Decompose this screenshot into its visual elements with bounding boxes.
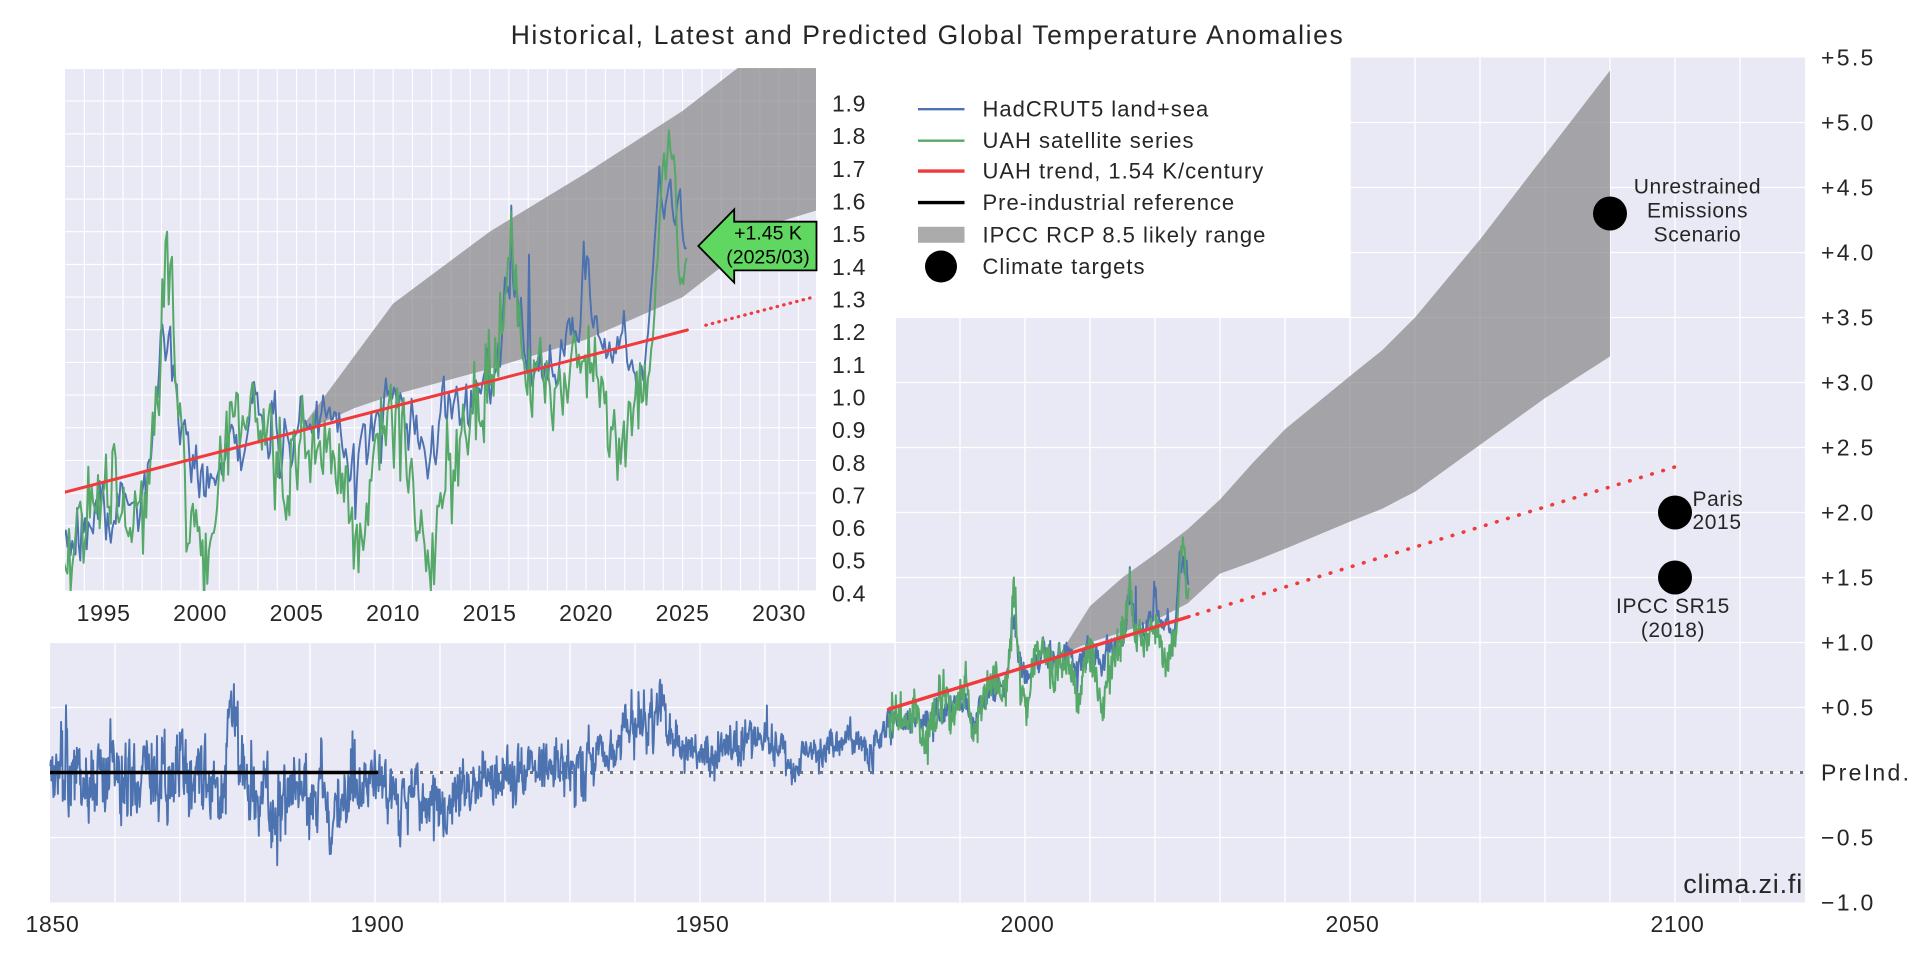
svg-text:1995: 1995 [77, 600, 131, 626]
svg-text:+5.5: +5.5 [1821, 45, 1876, 71]
svg-text:2020: 2020 [559, 600, 613, 626]
svg-text:+0.5: +0.5 [1821, 695, 1876, 721]
svg-text:Emissions: Emissions [1647, 200, 1748, 223]
svg-text:1.8: 1.8 [832, 123, 866, 149]
svg-text:+4.0: +4.0 [1821, 240, 1876, 266]
svg-text:Paris: Paris [1693, 488, 1744, 511]
svg-text:+3.5: +3.5 [1821, 305, 1876, 331]
svg-text:2000: 2000 [173, 600, 227, 626]
svg-text:0.5: 0.5 [832, 548, 866, 574]
svg-text:1.3: 1.3 [832, 287, 866, 313]
svg-text:−1.0: −1.0 [1821, 890, 1876, 916]
svg-text:0.8: 0.8 [832, 450, 866, 476]
svg-text:1.5: 1.5 [832, 221, 866, 247]
svg-text:0.7: 0.7 [832, 482, 866, 508]
svg-text:+2.5: +2.5 [1821, 435, 1876, 461]
svg-text:1850: 1850 [26, 911, 80, 937]
svg-text:1.4: 1.4 [832, 254, 866, 280]
svg-text:1.7: 1.7 [832, 156, 866, 182]
svg-text:2030: 2030 [752, 600, 806, 626]
svg-text:Climate targets: Climate targets [983, 254, 1146, 279]
svg-text:IPCC RCP 8.5 likely range: IPCC RCP 8.5 likely range [983, 222, 1267, 247]
svg-text:UAH satellite series: UAH satellite series [983, 128, 1195, 153]
svg-text:+3.0: +3.0 [1821, 370, 1876, 396]
svg-text:1950: 1950 [676, 911, 730, 937]
svg-text:Historical, Latest and Predict: Historical, Latest and Predicted Global … [511, 20, 1345, 50]
svg-text:PreInd.: PreInd. [1821, 760, 1911, 786]
svg-text:0.6: 0.6 [832, 515, 866, 541]
svg-text:clima.zi.fi: clima.zi.fi [1683, 869, 1803, 899]
svg-text:+1.0: +1.0 [1821, 630, 1876, 656]
svg-text:(2018): (2018) [1641, 619, 1705, 642]
svg-text:2100: 2100 [1651, 911, 1705, 937]
svg-text:1900: 1900 [351, 911, 405, 937]
svg-text:2050: 2050 [1326, 911, 1380, 937]
svg-text:0.4: 0.4 [832, 580, 866, 606]
svg-text:2010: 2010 [366, 600, 420, 626]
svg-text:IPCC SR15: IPCC SR15 [1616, 595, 1730, 618]
svg-text:1.2: 1.2 [832, 319, 866, 345]
svg-text:Scenario: Scenario [1654, 224, 1742, 247]
svg-text:−0.5: −0.5 [1821, 825, 1876, 851]
svg-text:+1.5: +1.5 [1821, 565, 1876, 591]
svg-text:1.0: 1.0 [832, 384, 866, 410]
svg-text:Pre-industrial reference: Pre-industrial reference [983, 190, 1236, 215]
svg-text:2025: 2025 [656, 600, 710, 626]
svg-text:UAH trend, 1.54 K/century: UAH trend, 1.54 K/century [983, 159, 1265, 184]
svg-text:Unrestrained: Unrestrained [1634, 176, 1761, 199]
svg-text:HadCRUT5 land+sea: HadCRUT5 land+sea [983, 97, 1210, 122]
svg-text:(2025/03): (2025/03) [726, 247, 809, 269]
svg-text:2000: 2000 [1001, 911, 1055, 937]
svg-text:1.1: 1.1 [832, 352, 866, 378]
svg-text:+5.0: +5.0 [1821, 110, 1876, 136]
svg-text:1.9: 1.9 [832, 91, 866, 117]
svg-text:2015: 2015 [463, 600, 517, 626]
svg-text:0.9: 0.9 [832, 417, 866, 443]
svg-text:2015: 2015 [1693, 511, 1742, 534]
svg-text:2005: 2005 [270, 600, 324, 626]
svg-text:+2.0: +2.0 [1821, 500, 1876, 526]
svg-text:1.6: 1.6 [832, 189, 866, 215]
svg-text:+4.5: +4.5 [1821, 175, 1876, 201]
svg-text:+1.45 K: +1.45 K [734, 223, 802, 245]
